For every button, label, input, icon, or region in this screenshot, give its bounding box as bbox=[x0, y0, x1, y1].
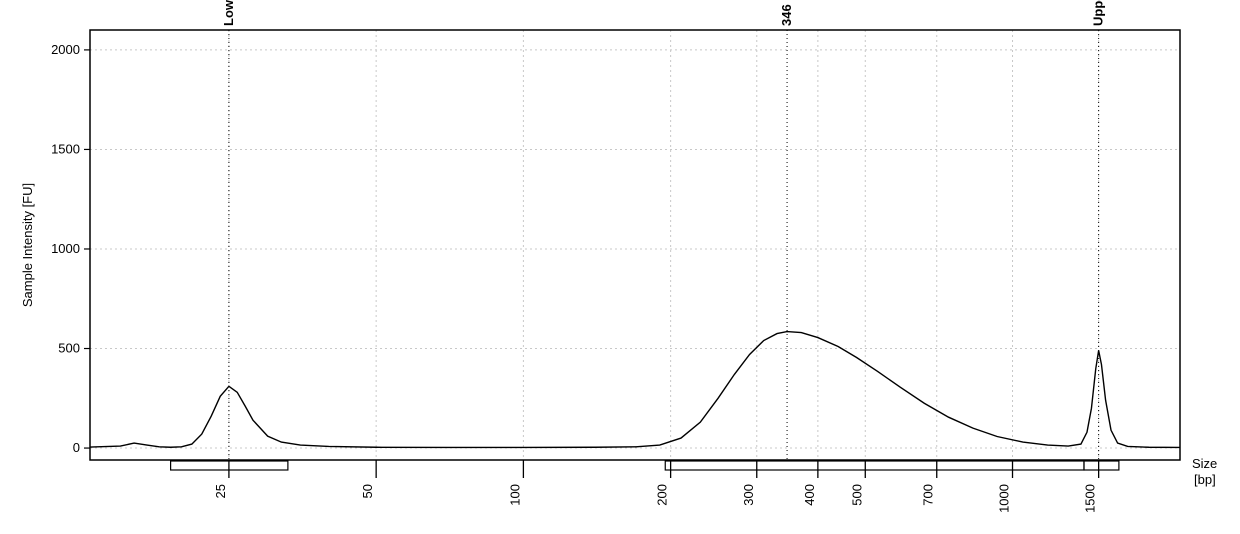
x-tick-label: 700 bbox=[921, 484, 936, 506]
x-tick-label: 100 bbox=[507, 484, 522, 506]
y-tick-label: 2000 bbox=[51, 42, 80, 57]
x-tick-label: 1000 bbox=[997, 484, 1012, 513]
y-tick-label: 0 bbox=[73, 440, 80, 455]
chart-svg: 0 500 1000 1500 2000 Sample Intensity [FU] 25 5… bbox=[0, 0, 1240, 534]
y-tick-label: 1000 bbox=[51, 241, 80, 256]
marker-label: Lower bbox=[221, 0, 236, 26]
x-tick-label: 200 bbox=[655, 484, 670, 506]
x-tick-label: 25 bbox=[213, 484, 228, 498]
y-axis-label: Sample Intensity [FU] bbox=[20, 183, 35, 307]
x-tick-label: 1500 bbox=[1083, 484, 1098, 513]
x-tick-label: 400 bbox=[802, 484, 817, 506]
marker-label: 346 bbox=[779, 4, 794, 26]
x-axis-label-2: [bp] bbox=[1194, 472, 1216, 487]
y-tick-label: 1500 bbox=[51, 141, 80, 156]
x-tick-label: 50 bbox=[360, 484, 375, 498]
marker-label: Upper bbox=[1091, 0, 1106, 26]
y-tick-label: 500 bbox=[58, 341, 80, 356]
x-tick-label: 300 bbox=[741, 484, 756, 506]
electropherogram-chart: { "chart": { "type": "line", "width": 12… bbox=[0, 0, 1240, 534]
x-axis-label-1: Size bbox=[1192, 456, 1217, 471]
x-tick-label: 500 bbox=[849, 484, 864, 506]
